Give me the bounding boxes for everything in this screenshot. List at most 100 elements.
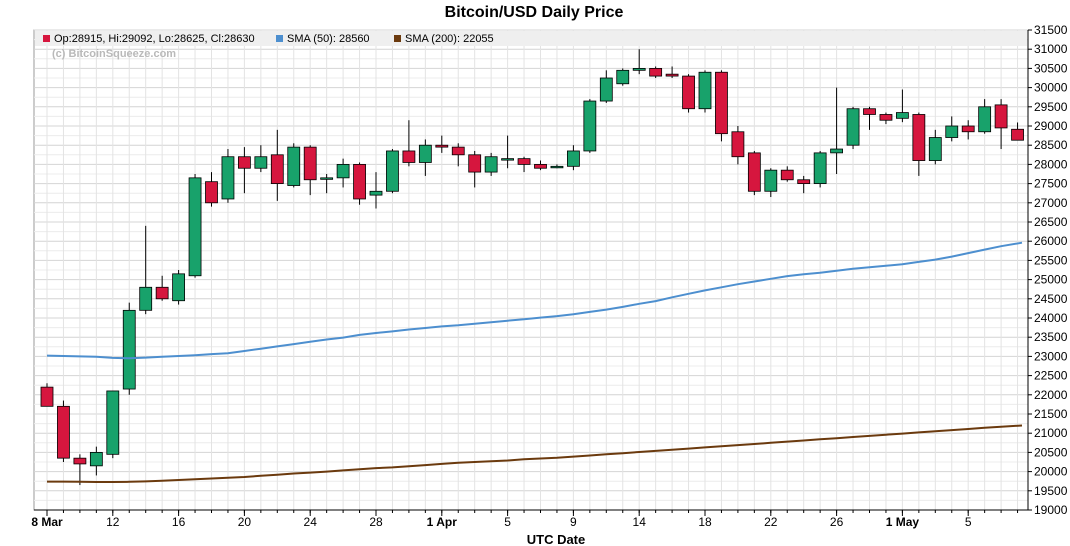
candle-body xyxy=(879,114,893,121)
sma50-legend-swatch xyxy=(276,35,283,42)
candle-body xyxy=(484,156,498,173)
candle xyxy=(517,156,531,173)
candle xyxy=(320,174,334,194)
candle xyxy=(106,390,120,459)
y-tick-label: 28000 xyxy=(1034,157,1068,171)
legend-bar xyxy=(35,31,1027,46)
candle xyxy=(139,225,153,315)
candle-body xyxy=(205,181,218,204)
candle-body xyxy=(928,137,942,161)
candle-body xyxy=(122,309,136,390)
candle-body xyxy=(567,150,580,167)
candle xyxy=(172,270,186,305)
candle xyxy=(616,68,630,86)
candle xyxy=(484,152,498,176)
candle-body xyxy=(534,163,547,169)
candle-body xyxy=(780,169,794,181)
candle-body xyxy=(402,150,416,163)
candle xyxy=(451,143,465,167)
candle xyxy=(583,99,597,153)
candle xyxy=(928,129,942,165)
candle xyxy=(846,106,860,150)
candle-body xyxy=(139,286,153,311)
candle xyxy=(731,126,745,165)
y-tick-label: 25000 xyxy=(1034,273,1068,287)
candle xyxy=(501,135,515,169)
candle-body xyxy=(764,169,778,192)
y-tick-label: 29000 xyxy=(1034,119,1068,133)
candle xyxy=(813,150,827,188)
y-tick-label: 23000 xyxy=(1034,349,1068,363)
x-tick-label: 5 xyxy=(965,515,972,529)
candle-body xyxy=(945,125,959,138)
candle xyxy=(205,172,218,207)
y-tick-label: 24500 xyxy=(1034,292,1068,306)
x-tick-label: 1 May xyxy=(886,515,920,529)
y-tick-label: 26500 xyxy=(1034,215,1068,229)
candle-body xyxy=(418,144,432,163)
candle-body xyxy=(665,73,679,77)
candle-body xyxy=(830,148,843,154)
x-tick-label: 1 Apr xyxy=(427,515,458,529)
ohlc-legend-swatch xyxy=(43,35,50,42)
chart-title: Bitcoin/USD Daily Price xyxy=(445,4,624,21)
candle-body xyxy=(386,150,399,192)
candle-body xyxy=(320,177,334,180)
y-tick-label: 20500 xyxy=(1034,445,1068,459)
candle xyxy=(599,70,613,103)
ohlc-legend-text: Op:28915, Hi:29092, Lo:28625, Cl:28630 xyxy=(54,33,255,45)
candle-body xyxy=(994,104,1008,129)
x-tick-label: 22 xyxy=(764,515,778,529)
candle-body xyxy=(254,156,268,169)
candle-body xyxy=(616,69,630,85)
x-tick-label: 5 xyxy=(504,515,511,529)
candle xyxy=(649,66,663,78)
candle xyxy=(994,99,1008,150)
candle-body xyxy=(978,106,992,133)
y-tick-label: 27000 xyxy=(1034,196,1068,210)
candle xyxy=(418,139,432,176)
sma200-line xyxy=(47,424,1023,483)
candle-body xyxy=(369,190,383,196)
candle xyxy=(961,120,975,140)
candle-body xyxy=(682,75,695,110)
sma200-legend-swatch xyxy=(394,35,401,42)
y-axis: 19000 19500 20000 20500 21000 21500 22000 22500… xyxy=(1027,23,1068,517)
candle xyxy=(270,129,284,201)
candle xyxy=(863,106,876,130)
candle xyxy=(254,145,268,173)
y-tick-label: 31000 xyxy=(1034,42,1068,56)
candle-body xyxy=(961,125,975,133)
candle xyxy=(40,383,54,407)
y-tick-label: 21500 xyxy=(1034,407,1068,421)
x-axis: 8 Mar 12 16 20 24 28 1 Apr 5 9 14 18 22 26 1 May 5 xyxy=(31,509,1028,529)
candle-body xyxy=(73,457,87,465)
sma50-legend-text: SMA (50): 28560 xyxy=(287,33,370,45)
candle-body xyxy=(1011,128,1024,141)
candle xyxy=(287,143,301,188)
candle xyxy=(353,162,366,205)
candle xyxy=(369,172,383,209)
candle xyxy=(386,149,399,194)
x-tick-label: 20 xyxy=(238,515,252,529)
candle-body xyxy=(846,108,860,146)
candle xyxy=(221,149,235,203)
watermark: (c) BitcoinSqueeze.com xyxy=(52,48,176,60)
candle xyxy=(468,150,482,188)
candle xyxy=(567,145,580,171)
sma50-line xyxy=(46,241,1023,360)
candle-body xyxy=(435,144,449,148)
y-tick-label: 22500 xyxy=(1034,369,1068,383)
candle xyxy=(780,166,794,182)
candle xyxy=(73,454,87,486)
candle-body xyxy=(336,163,350,179)
candle xyxy=(155,275,169,301)
candle xyxy=(945,116,959,142)
candle xyxy=(879,112,893,125)
candle xyxy=(336,158,350,188)
candle-body xyxy=(221,156,235,200)
y-tick-label: 24000 xyxy=(1034,311,1068,325)
candle-body xyxy=(813,152,827,185)
candle xyxy=(303,145,317,196)
